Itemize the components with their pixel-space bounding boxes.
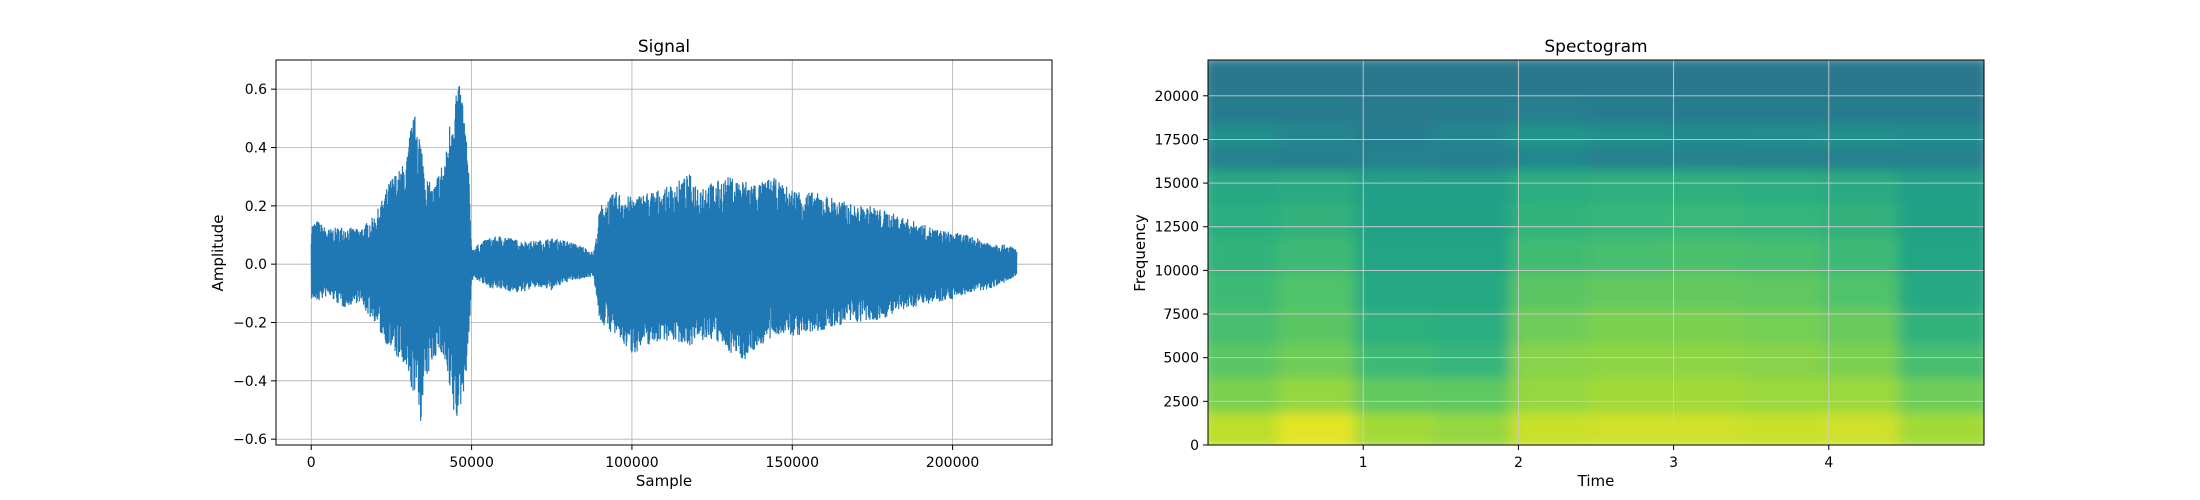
signal-y-tick-label: −0.2 <box>233 316 267 332</box>
spectrogram-y-tick-label: 20000 <box>1154 89 1199 105</box>
signal-x-ticks: 0 50000 100000 150000 200000 <box>307 445 979 471</box>
spectrogram-y-tick-label: 0 <box>1190 438 1199 454</box>
spectrogram-cells <box>1208 60 1984 445</box>
spectrogram-cell <box>1898 267 1984 309</box>
signal-y-tick-label: 0.4 <box>245 141 267 157</box>
signal-panel: 0 50000 100000 150000 200000 −0.6 −0.4 −0.2 0.0… <box>209 37 1053 490</box>
spectrogram-cell <box>1898 232 1984 274</box>
spectrogram-y-axis-label: Frequency <box>1131 214 1149 292</box>
spectrogram-cell <box>1898 407 1984 445</box>
spectrogram-y-tick-label: 17500 <box>1154 132 1199 148</box>
spectrogram-cell <box>1898 197 1984 239</box>
spectrogram-y-tick-label: 10000 <box>1154 263 1199 279</box>
signal-x-tick-label: 0 <box>307 455 316 471</box>
spectrogram-title: Spectogram <box>1544 37 1647 57</box>
signal-y-tick-label: −0.4 <box>233 374 267 390</box>
signal-x-tick-label: 50000 <box>449 455 494 471</box>
spectrogram-x-tick-label: 4 <box>1824 455 1833 471</box>
spectrogram-x-axis-label: Time <box>1577 472 1615 490</box>
signal-axes-frame <box>275 59 1053 446</box>
spectrogram-cell <box>1898 60 1984 97</box>
signal-y-tick-label: 0.2 <box>245 199 267 215</box>
spectrogram-image <box>1208 60 1984 445</box>
signal-waveform <box>310 85 1018 421</box>
signal-x-tick-label: 200000 <box>926 455 979 471</box>
signal-y-axis-label: Amplitude <box>209 215 227 292</box>
signal-x-tick-label: 100000 <box>605 455 658 471</box>
spectrogram-y-tick-label: 5000 <box>1163 351 1199 367</box>
spectrogram-cell <box>1898 302 1984 344</box>
signal-y-tick-label: −0.6 <box>233 432 267 448</box>
signal-x-axis-label: Sample <box>636 472 692 490</box>
spectrogram-axes-frame <box>1207 59 1985 446</box>
spectrogram-y-tick-label: 12500 <box>1154 220 1199 236</box>
spectrogram-y-tick-label: 7500 <box>1163 307 1199 323</box>
spectrogram-x-tick-label: 3 <box>1669 455 1678 471</box>
signal-y-tick-label: 0.0 <box>245 257 267 273</box>
spectrogram-y-ticks: 0 2500 5000 7500 10000 12500 15000 17500 20000 <box>1154 89 1208 454</box>
signal-x-tick-label: 150000 <box>766 455 819 471</box>
spectrogram-cell <box>1898 164 1984 204</box>
spectrogram-panel: 1 2 3 4 0 2500 5000 7500 10000 12500 15000 17500 20… <box>1131 37 1985 490</box>
spectrogram-x-tick-label: 1 <box>1359 455 1368 471</box>
spectrogram-y-tick-label: 15000 <box>1154 176 1199 192</box>
spectrogram-cell <box>1898 372 1984 414</box>
signal-y-ticks: −0.6 −0.4 −0.2 0.0 0.2 0.4 0.6 <box>233 82 276 448</box>
signal-title: Signal <box>638 37 690 57</box>
signal-y-tick-label: 0.6 <box>245 82 267 98</box>
spectrogram-x-tick-label: 2 <box>1514 455 1523 471</box>
spectrogram-x-ticks: 1 2 3 4 <box>1359 445 1833 471</box>
spectrogram-y-tick-label: 2500 <box>1163 394 1199 410</box>
